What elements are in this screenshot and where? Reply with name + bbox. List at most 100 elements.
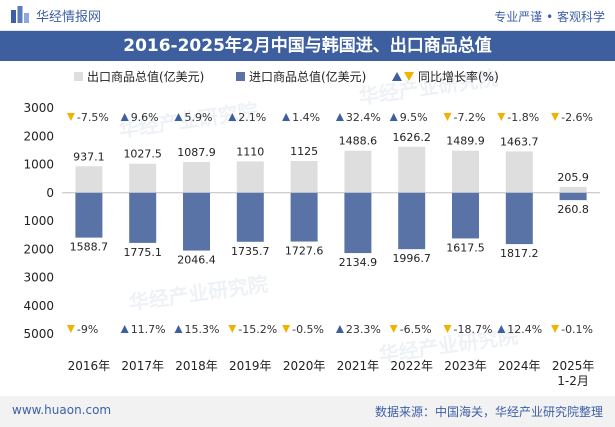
import-growth-label: 11.7% — [131, 323, 166, 336]
import-growth-triangle — [174, 325, 183, 333]
export-growth-triangle — [66, 113, 75, 121]
export-value-label: 1110 — [236, 145, 264, 158]
export-growth-triangle — [497, 113, 506, 121]
brand[interactable]: 华经情报网 — [10, 6, 102, 25]
brand-name: 华经情报网 — [36, 9, 102, 25]
export-growth-label: -2.6% — [561, 111, 593, 124]
export-bar — [559, 186, 587, 193]
import-growth-triangle — [282, 325, 291, 333]
import-bar — [183, 192, 210, 251]
import-growth-triangle — [389, 325, 398, 333]
export-growth-label: 1.4% — [292, 111, 320, 124]
x-tick-label: 2016年 — [68, 359, 111, 373]
legend-export-label: 出口商品总值(亿美元) — [87, 69, 204, 84]
y-tick-label: 1000 — [23, 158, 54, 172]
import-bar — [236, 192, 264, 242]
export-bar — [236, 161, 264, 193]
import-growth-triangle — [66, 325, 75, 333]
title-bar: 2016-2025年2月中国与韩国进、出口商品总值 — [0, 31, 615, 61]
import-value-label: 1617.5 — [446, 241, 485, 254]
x-tick-label: 1-2月 — [557, 374, 589, 388]
y-tick-label: 5000 — [23, 327, 54, 341]
import-growth-label: -15.2% — [238, 323, 277, 336]
legend-export-swatch — [74, 72, 83, 81]
import-growth-triangle — [443, 325, 452, 333]
import-value-label: 2134.9 — [339, 256, 378, 269]
import-growth-label: 15.3% — [185, 323, 220, 336]
export-growth-triangle — [335, 113, 344, 121]
import-growth-label: -0.1% — [561, 323, 593, 336]
legend-import-swatch — [236, 72, 245, 81]
import-bar — [559, 192, 587, 201]
export-bar — [129, 163, 157, 193]
top-bar: 华经情报网 专业严谨 • 客观科学 — [0, 0, 615, 31]
y-tick-label: 2000 — [23, 242, 54, 256]
export-growth-triangle — [228, 113, 237, 121]
export-value-label: 1125 — [290, 145, 318, 158]
import-bar — [398, 192, 426, 250]
import-value-label: 260.8 — [557, 203, 589, 216]
legend-import-label: 进口商品总值(亿美元) — [249, 69, 366, 84]
export-bar — [290, 160, 318, 193]
x-tick-label: 2025年 — [552, 359, 595, 373]
export-growth-triangle — [282, 113, 291, 121]
y-tick-label: 3000 — [23, 271, 54, 285]
import-value-label: 1735.7 — [231, 245, 270, 258]
export-growth-triangle — [174, 113, 183, 121]
legend-down-triangle — [404, 72, 414, 81]
x-tick-label: 2023年 — [444, 359, 487, 373]
export-value-label: 205.9 — [557, 171, 589, 184]
import-value-label: 1727.6 — [285, 245, 324, 258]
chart-title: 2016-2025年2月中国与韩国进、出口商品总值 — [123, 36, 492, 56]
import-growth-triangle — [551, 325, 560, 333]
export-bar — [344, 150, 372, 193]
legend-growth-label: 同比增长率(%) — [418, 69, 499, 84]
website-link[interactable]: www.huaon.com — [12, 403, 112, 417]
export-growth-triangle — [120, 113, 129, 121]
import-value-label: 1996.7 — [392, 252, 431, 265]
export-value-label: 1087.9 — [177, 146, 216, 159]
export-bar — [398, 146, 426, 193]
export-growth-label: -1.8% — [507, 111, 539, 124]
footer: www.huaon.com 数据来源：中国海关，华经产业研究院整理 — [0, 396, 615, 427]
import-growth-label: -0.5% — [292, 323, 324, 336]
export-growth-label: 2.1% — [238, 111, 266, 124]
export-bar — [452, 150, 479, 193]
export-growth-label: 5.9% — [185, 111, 213, 124]
y-tick-label: 2000 — [23, 129, 54, 143]
import-bar — [290, 192, 318, 242]
import-bar — [129, 192, 157, 243]
import-growth-triangle — [228, 325, 237, 333]
x-tick-label: 2018年 — [175, 359, 218, 373]
import-growth-label: 12.4% — [507, 323, 542, 336]
export-bar — [183, 162, 210, 193]
export-bar — [505, 151, 533, 193]
import-value-label: 2046.4 — [177, 254, 216, 267]
x-tick-label: 2021年 — [337, 359, 380, 373]
x-tick-label: 2020年 — [283, 359, 326, 373]
slogan: 专业严谨 • 客观科学 — [494, 10, 605, 24]
import-bar — [505, 192, 533, 245]
export-growth-label: 9.6% — [131, 111, 159, 124]
import-value-label: 1588.7 — [70, 241, 109, 254]
export-value-label: 1027.5 — [123, 148, 162, 161]
y-tick-label: 3000 — [23, 101, 54, 115]
export-growth-label: 9.5% — [400, 111, 428, 124]
export-growth-label: 32.4% — [346, 111, 381, 124]
import-growth-triangle — [497, 325, 506, 333]
import-growth-label: -9% — [77, 323, 98, 336]
export-growth-triangle — [551, 113, 560, 121]
import-growth-triangle — [335, 325, 344, 333]
export-growth-triangle — [443, 113, 452, 121]
export-growth-label: -7.2% — [454, 111, 486, 124]
import-value-label: 1775.1 — [123, 246, 162, 259]
watermark-2: 华经产业研究院 — [127, 272, 269, 315]
x-tick-label: 2024年 — [498, 359, 541, 373]
y-tick-label: 4000 — [23, 299, 54, 313]
y-tick-label: 0 — [46, 186, 54, 200]
export-value-label: 1463.7 — [500, 135, 539, 148]
x-tick-label: 2019年 — [229, 359, 272, 373]
x-tick-label: 2022年 — [390, 359, 433, 373]
export-growth-label: -7.5% — [77, 111, 109, 124]
